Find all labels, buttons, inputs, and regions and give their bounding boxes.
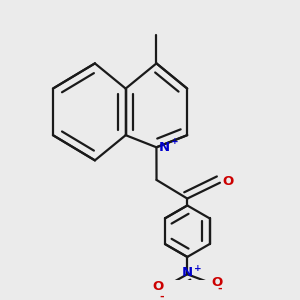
Text: -: -: [160, 292, 164, 300]
Text: O: O: [223, 175, 234, 188]
Text: N: N: [159, 141, 170, 154]
Text: +: +: [194, 264, 202, 273]
Text: -: -: [217, 284, 222, 293]
Text: N: N: [182, 266, 193, 279]
Text: +: +: [171, 137, 178, 146]
Text: O: O: [152, 280, 164, 292]
Text: O: O: [211, 276, 222, 289]
